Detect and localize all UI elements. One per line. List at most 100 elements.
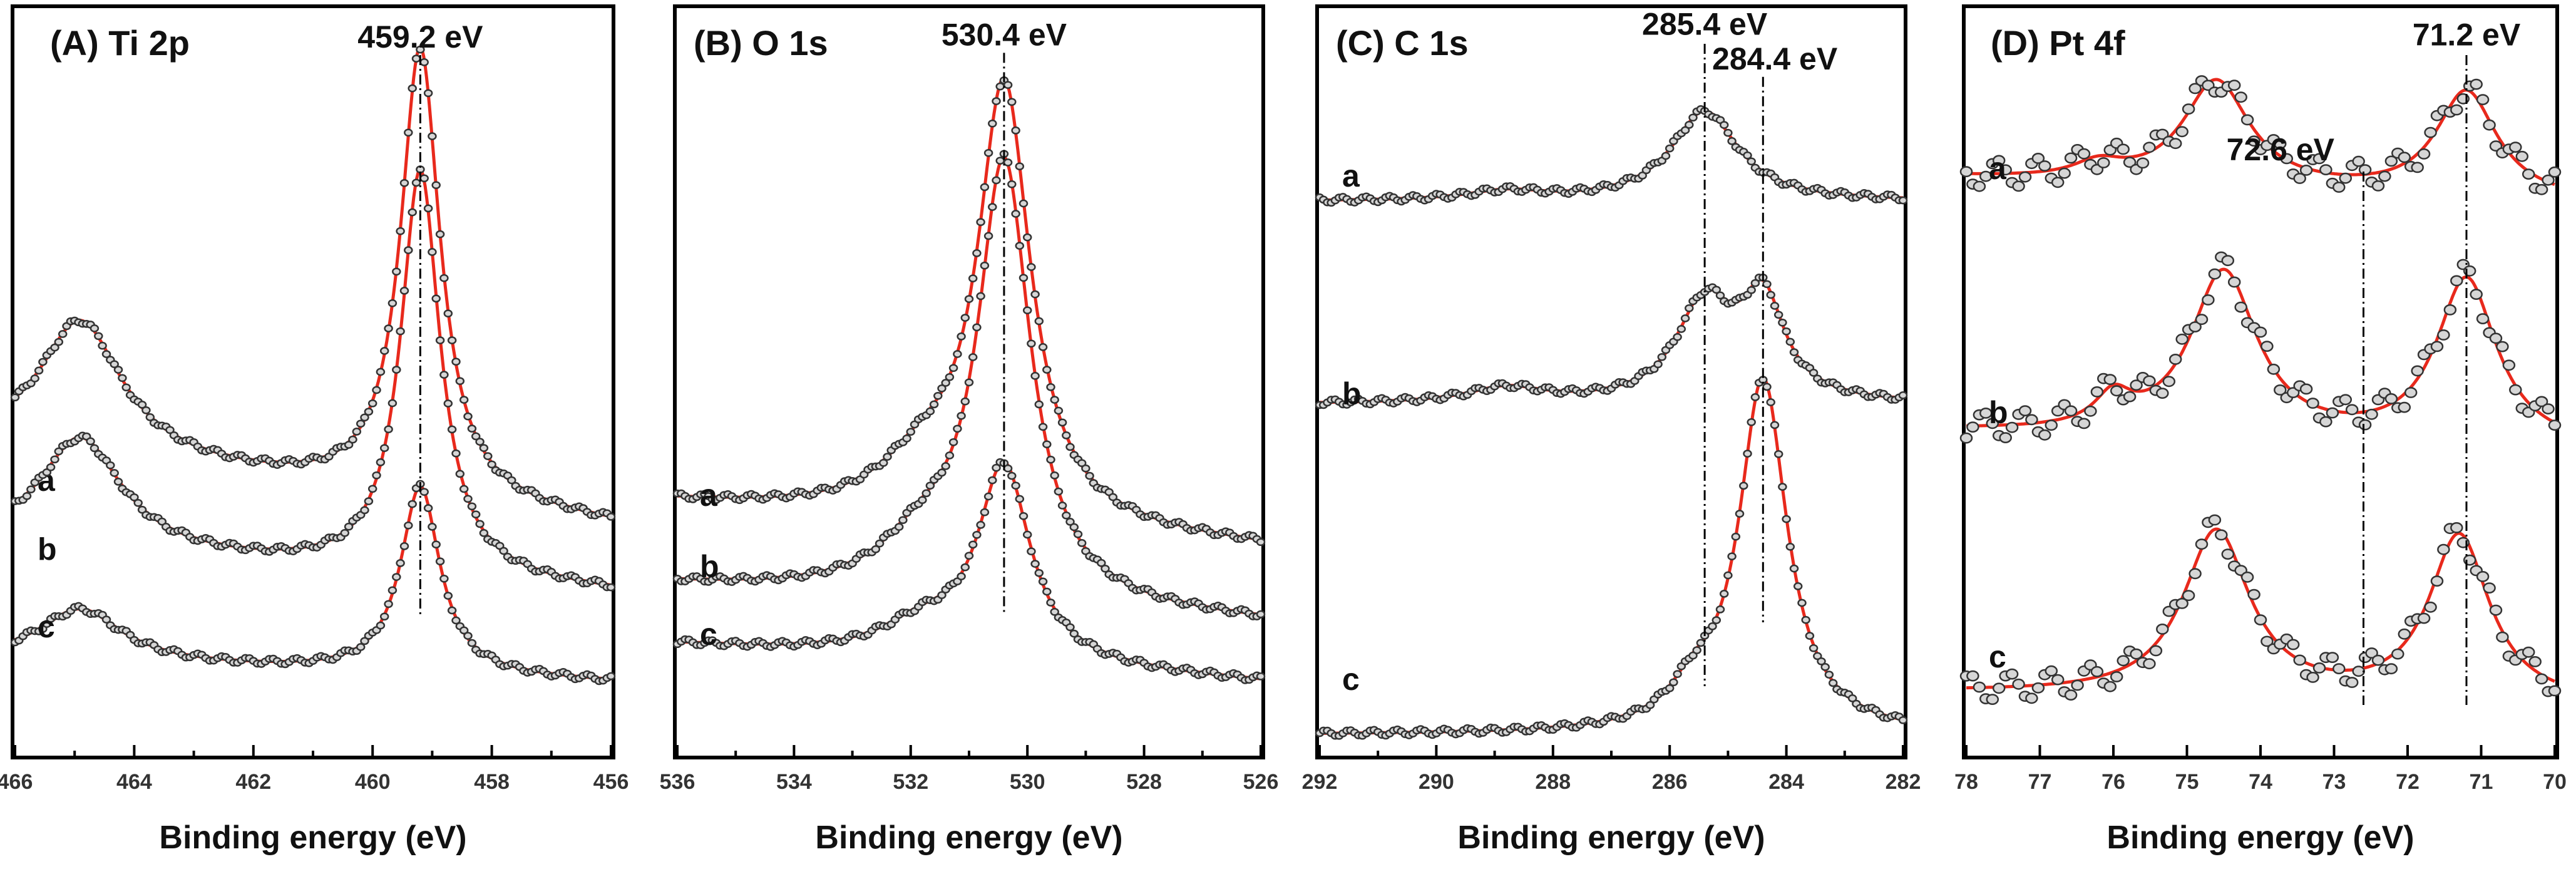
data-point (1770, 302, 1780, 310)
data-point (1057, 418, 1067, 427)
data-point (2051, 177, 2065, 188)
data-point (396, 227, 405, 235)
data-point (1696, 639, 1706, 647)
x-axis-ticks: 78 77 76 75 74 73 72 71 70 (1954, 745, 2567, 794)
data-point (423, 504, 433, 512)
data-point (2130, 648, 2143, 660)
data-point (1773, 450, 1783, 458)
data-point (50, 455, 59, 464)
data-point (1050, 396, 1059, 404)
peak-label: 530.4 eV (942, 17, 1067, 52)
x-tick-label: 462 (235, 770, 271, 794)
x-tick-label: 534 (776, 770, 812, 794)
data-point (2189, 568, 2202, 580)
data-point (2025, 692, 2038, 704)
data-point (1676, 325, 1686, 333)
data-point (1762, 280, 1772, 289)
data-point (1256, 610, 1266, 619)
data-point (2202, 294, 2215, 306)
data-point (455, 470, 465, 478)
data-point (2077, 148, 2091, 160)
data-point (972, 249, 982, 257)
data-point (54, 337, 64, 346)
peak-reference-layer: 71.2 eV 72.6 eV (2227, 17, 2521, 705)
data-point (1723, 571, 1733, 580)
data-point (1731, 532, 1741, 541)
data-point (419, 174, 429, 183)
data-point (2548, 685, 2562, 697)
data-point (2260, 635, 2274, 647)
data-point (1073, 530, 1083, 538)
data-point (2117, 655, 2130, 667)
data-point (2208, 268, 2222, 280)
data-point (1898, 196, 1908, 205)
data-point (1657, 352, 1667, 361)
data-point (2168, 138, 2182, 150)
data-point (2398, 152, 2411, 163)
data-point (467, 639, 477, 647)
data-point (479, 529, 489, 537)
x-axis-label: Binding energy (eV) (815, 820, 1122, 856)
data-point (133, 498, 143, 507)
data-point (376, 621, 386, 630)
series-layer: a b c (1959, 75, 2562, 705)
data-point (1065, 518, 1075, 526)
data-point (1042, 440, 1052, 449)
series-a: a (10, 45, 616, 521)
data-point (141, 406, 151, 414)
data-point (2175, 333, 2189, 345)
data-point (26, 485, 36, 494)
data-point (1050, 607, 1059, 616)
data-point (2051, 674, 2065, 686)
trace-label: b (1989, 395, 2008, 430)
data-point (2306, 672, 2319, 683)
data-point (2227, 276, 2241, 288)
data-point (58, 330, 68, 338)
data-point (487, 460, 496, 469)
data-point (1789, 348, 1799, 356)
data-point (1727, 552, 1737, 561)
data-point (2195, 314, 2209, 326)
data-point (1805, 632, 1815, 640)
data-point (2221, 255, 2235, 267)
data-point (960, 314, 970, 322)
data-point (419, 58, 429, 66)
data-point (1979, 408, 1993, 419)
data-point (1034, 568, 1044, 577)
data-point (2358, 164, 2372, 176)
data-point (1809, 369, 1819, 377)
data-point (2476, 571, 2490, 582)
data-point (968, 353, 978, 361)
data-point (1711, 285, 1722, 294)
data-point (2208, 514, 2222, 526)
data-point (2260, 341, 2274, 352)
data-point (113, 366, 123, 374)
data-point (2175, 598, 2189, 609)
data-point (22, 491, 32, 500)
data-point (499, 547, 508, 555)
data-point (1645, 701, 1655, 709)
data-point (479, 444, 489, 452)
data-point (1747, 285, 1756, 294)
x-tick-label: 78 (1954, 770, 1978, 794)
data-point (1046, 455, 1055, 464)
data-point (2339, 172, 2353, 184)
data-point (1022, 233, 1032, 242)
data-point (1007, 98, 1017, 106)
x-axis-label: Binding energy (eV) (159, 820, 466, 856)
data-point (2274, 138, 2287, 150)
data-point (2130, 379, 2143, 391)
data-point (2352, 155, 2365, 167)
data-point (2097, 157, 2110, 168)
data-point (428, 248, 437, 256)
x-tick-label: 290 (1419, 770, 1454, 794)
data-point (2156, 388, 2169, 399)
data-point (157, 517, 167, 526)
panel-b-o-1s: (B) O 1s Binding energy (eV) 536 534 532 53… (660, 4, 1278, 856)
data-point (2064, 405, 2078, 417)
series-b: b (10, 165, 616, 592)
x-tick-label: 74 (2249, 770, 2272, 794)
data-point (90, 324, 100, 332)
panel-title: (A) Ti 2p (50, 23, 190, 63)
